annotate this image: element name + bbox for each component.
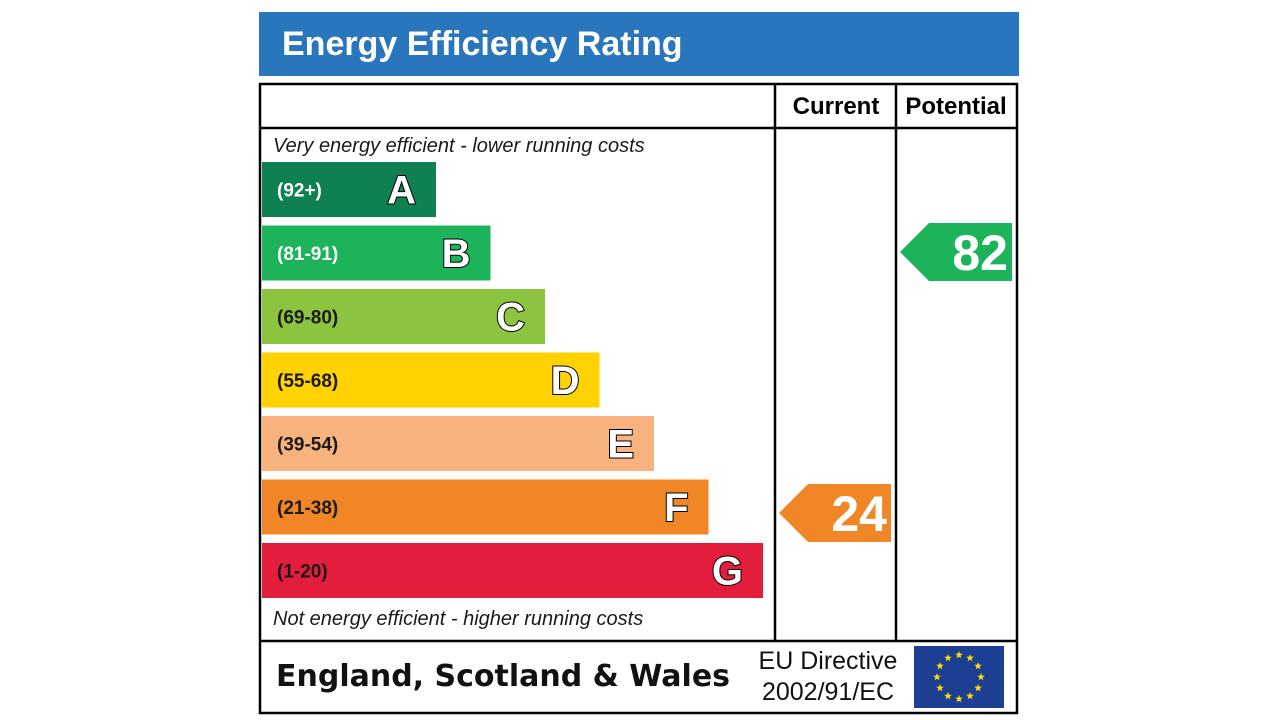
band-g [262,543,763,598]
band-b-range: (81-91) [277,244,338,265]
region-label: England, Scotland & Wales [276,659,730,694]
band-c-range: (69-80) [277,308,338,329]
bottom-note: Not energy efficient - higher running co… [273,608,643,630]
rating-arrows: 24 82 [779,223,1012,542]
eu-star [955,695,963,703]
current-rating-arrow [779,484,891,542]
current-header: Current [793,93,880,120]
band-e-letter: E [607,423,634,467]
band-b-letter: B [442,232,471,276]
table-frame [258,82,1019,715]
potential-rating-value: 82 [952,225,1008,281]
eu-flag-icon [914,646,1004,708]
band-a-range: (92+) [277,181,322,202]
directive-line-1: EU Directive [759,647,898,675]
eu-star [966,653,974,662]
band-b [262,225,491,281]
band-e-range: (39-54) [277,435,338,456]
band-f-range: (21-38) [277,498,338,519]
chart-title: Energy Efficiency Rating [282,25,683,63]
eu-star [974,662,982,670]
band-d-range: (55-68) [277,371,338,392]
band-a-letter: A [387,169,416,213]
band-d [262,352,600,408]
title-bar [259,12,1019,76]
band-f-letter: F [664,486,688,530]
band-f [262,479,709,535]
directive-line-2: 2002/91/EC [762,678,894,706]
band-g-range: (1-20) [277,562,328,583]
band-c-letter: C [496,296,525,340]
eu-star [944,653,952,662]
eu-star [955,651,963,659]
band-d-letter: D [551,359,580,403]
band-g-letter: G [712,550,743,594]
rating-bands: (92+) A (81-91) B (69-80) C (55-68) D (39-54) E (2… [262,162,763,598]
eu-star [977,673,985,681]
potential-header: Potential [905,93,1006,120]
potential-rating-arrow [900,223,1012,281]
band-e [262,416,654,471]
band-c [262,289,545,344]
eu-star [936,684,944,692]
band-a [262,162,436,217]
eu-star [944,692,952,700]
eu-star [966,692,974,700]
top-note: Very energy efficient - lower running co… [273,135,645,157]
eu-star [933,673,941,681]
current-rating-value: 24 [831,486,887,542]
eu-star [936,662,944,670]
eu-star [974,684,982,692]
